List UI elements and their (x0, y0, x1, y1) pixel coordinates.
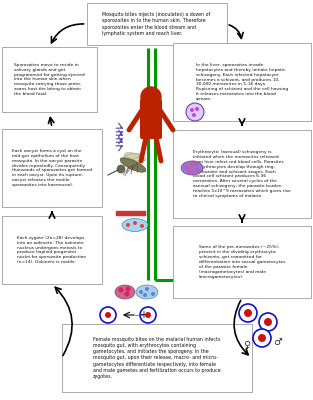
Ellipse shape (136, 285, 158, 299)
Circle shape (143, 293, 147, 297)
FancyBboxPatch shape (86, 3, 227, 45)
Circle shape (190, 162, 194, 166)
Circle shape (244, 309, 252, 317)
Circle shape (185, 166, 189, 170)
FancyBboxPatch shape (173, 130, 311, 218)
Circle shape (192, 113, 196, 117)
Circle shape (140, 224, 144, 228)
FancyBboxPatch shape (140, 99, 162, 139)
Text: In the liver, sporozoites invade
hepatocytes and thereby initiate hepatic
schizo: In the liver, sporozoites invade hepatoc… (196, 63, 288, 101)
Circle shape (145, 312, 151, 318)
Text: Erythrocytic (asexual) schizogeny is
initiated when the merozoites released
from: Erythrocytic (asexual) schizogeny is ini… (193, 150, 291, 198)
Ellipse shape (122, 218, 148, 232)
Circle shape (190, 108, 194, 112)
Ellipse shape (115, 285, 135, 299)
Circle shape (133, 221, 137, 225)
Circle shape (239, 304, 257, 322)
Text: Sporozoites move to reside in
salivary glands and get
programmed for getting eje: Sporozoites move to reside in salivary g… (14, 63, 85, 96)
Circle shape (145, 287, 149, 291)
Circle shape (126, 286, 131, 292)
Circle shape (253, 329, 271, 347)
Text: ♂: ♂ (274, 337, 282, 347)
Circle shape (195, 168, 199, 172)
Circle shape (105, 312, 111, 318)
Text: ♀: ♀ (244, 340, 251, 350)
Circle shape (186, 103, 204, 121)
Ellipse shape (181, 161, 203, 175)
Circle shape (264, 318, 272, 326)
Circle shape (258, 334, 266, 342)
Text: Mosquito bites injects (inoculates) a dozen of
sporozoites in to the human skin.: Mosquito bites injects (inoculates) a do… (102, 12, 211, 36)
Circle shape (259, 313, 277, 331)
FancyBboxPatch shape (2, 47, 97, 112)
Text: Each zygote (2n=28) develops
into an ookinete. The ookinete
nucleus undergoes me: Each zygote (2n=28) develops into an ook… (18, 236, 87, 264)
FancyBboxPatch shape (2, 129, 102, 207)
Text: Some of the pre-merozoites (~25%),
present in the dividing erythrocytic
schizont: Some of the pre-merozoites (~25%), prese… (199, 245, 285, 279)
FancyBboxPatch shape (2, 216, 102, 284)
Circle shape (125, 292, 130, 296)
FancyBboxPatch shape (173, 43, 311, 121)
Circle shape (187, 170, 191, 174)
Text: Each oocyst forms a cyst on the
mid-gut epithelium of the host
mosquito. In the : Each oocyst forms a cyst on the mid-gut … (12, 149, 92, 187)
Ellipse shape (124, 152, 146, 162)
Circle shape (194, 162, 198, 166)
Ellipse shape (122, 153, 140, 161)
Circle shape (141, 87, 161, 107)
Circle shape (195, 107, 199, 111)
FancyBboxPatch shape (173, 226, 311, 298)
Circle shape (190, 170, 194, 174)
Circle shape (151, 292, 155, 296)
Circle shape (140, 307, 156, 323)
FancyBboxPatch shape (61, 324, 252, 392)
Circle shape (117, 165, 125, 173)
Circle shape (126, 223, 130, 227)
Circle shape (100, 307, 116, 323)
Circle shape (139, 290, 143, 294)
Ellipse shape (120, 158, 146, 172)
Circle shape (119, 288, 124, 292)
Text: +: + (139, 310, 147, 320)
Text: Female mosquito bites on the malarial human infects
mosquito gut, with erythrocy: Female mosquito bites on the malarial hu… (93, 337, 220, 379)
